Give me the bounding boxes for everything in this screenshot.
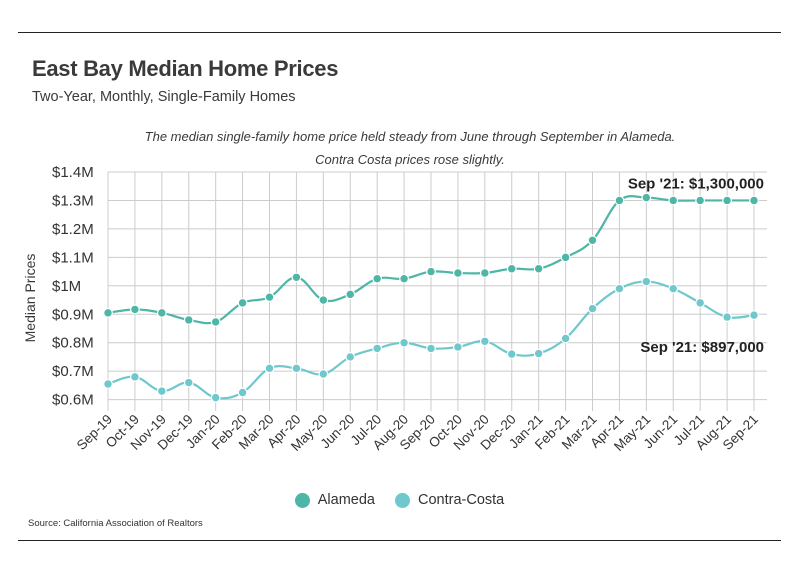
data-point-alameda — [641, 192, 652, 203]
data-point-alameda — [587, 235, 598, 246]
y-tick-label: $1.4M — [52, 164, 94, 181]
legend-marker-alameda — [294, 492, 310, 508]
data-point-contra-costa — [533, 348, 544, 359]
data-point-contra-costa — [722, 312, 732, 323]
data-point-contra-costa — [426, 343, 436, 354]
data-point-contra-costa — [318, 369, 329, 379]
data-point-alameda — [722, 195, 732, 206]
top-rule — [18, 32, 781, 33]
data-point-alameda — [372, 273, 383, 284]
chart-subtitle: Two-Year, Monthly, Single-Family Homes — [32, 89, 296, 105]
data-point-contra-costa — [399, 337, 409, 348]
y-tick-label: $0.6M — [52, 392, 94, 409]
data-point-contra-costa — [372, 343, 383, 354]
data-point-alameda — [453, 268, 463, 278]
data-point-alameda — [668, 195, 679, 206]
data-point-contra-costa — [103, 379, 113, 389]
data-point-contra-costa — [695, 297, 706, 308]
data-point-alameda — [345, 289, 356, 300]
data-point-alameda — [479, 268, 490, 278]
data-point-contra-costa — [506, 349, 517, 359]
legend: Alameda Contra-Costa — [0, 492, 799, 508]
legend-label-contra-costa: Contra-Costa — [418, 492, 505, 508]
data-point-alameda — [156, 307, 167, 318]
bottom-rule — [18, 540, 781, 541]
data-point-contra-costa — [587, 303, 598, 314]
annotation-label: Sep '21: $1,300,000 — [628, 175, 764, 192]
data-point-contra-costa — [291, 363, 302, 374]
data-point-contra-costa — [668, 283, 679, 294]
data-point-alameda — [749, 195, 759, 206]
legend-item-contra-costa: Contra-Costa — [395, 492, 504, 508]
legend-item-alameda: Alameda — [294, 492, 375, 508]
y-tick-label: $1.1M — [52, 249, 94, 266]
chart-title: East Bay Median Home Prices — [32, 56, 339, 81]
y-tick-label: $1.2M — [52, 221, 94, 238]
y-tick-label: $0.9M — [52, 306, 94, 323]
data-point-contra-costa — [130, 371, 140, 382]
data-point-contra-costa — [560, 333, 571, 344]
data-point-alameda — [264, 292, 275, 303]
y-tick-label: $1.3M — [52, 192, 94, 209]
data-point-alameda — [103, 307, 113, 318]
data-point-alameda — [426, 266, 436, 277]
data-point-alameda — [183, 315, 194, 325]
data-point-contra-costa — [210, 392, 221, 403]
data-point-alameda — [237, 297, 248, 308]
data-point-contra-costa — [264, 363, 275, 374]
chart-annotation: The median single-family home price held… — [144, 129, 676, 167]
data-point-alameda — [318, 295, 329, 305]
source-note: Source: California Association of Realto… — [28, 518, 203, 529]
data-point-alameda — [291, 272, 302, 283]
data-point-contra-costa — [156, 386, 167, 396]
data-point-alameda — [614, 195, 625, 206]
data-point-contra-costa — [749, 310, 759, 321]
data-point-alameda — [695, 195, 706, 206]
data-point-alameda — [210, 317, 221, 327]
y-tick-label: $0.8M — [52, 335, 94, 352]
legend-label-alameda: Alameda — [317, 492, 375, 508]
y-tick-label: $0.7M — [52, 363, 94, 380]
legend-marker-contra-costa — [395, 492, 410, 508]
data-point-contra-costa — [183, 377, 194, 388]
annotation-label: Sep '21: $897,000 — [640, 339, 764, 356]
data-point-contra-costa — [479, 336, 490, 347]
data-point-contra-costa — [641, 276, 652, 287]
data-point-alameda — [399, 273, 409, 284]
data-point-alameda — [533, 263, 544, 274]
data-point-contra-costa — [237, 387, 248, 398]
data-point-alameda — [506, 263, 517, 274]
y-tick-label: $1M — [52, 278, 81, 295]
data-point-alameda — [130, 304, 140, 315]
data-point-alameda — [560, 252, 571, 263]
data-point-contra-costa — [345, 352, 356, 362]
data-point-contra-costa — [614, 283, 625, 294]
data-point-contra-costa — [453, 342, 463, 352]
